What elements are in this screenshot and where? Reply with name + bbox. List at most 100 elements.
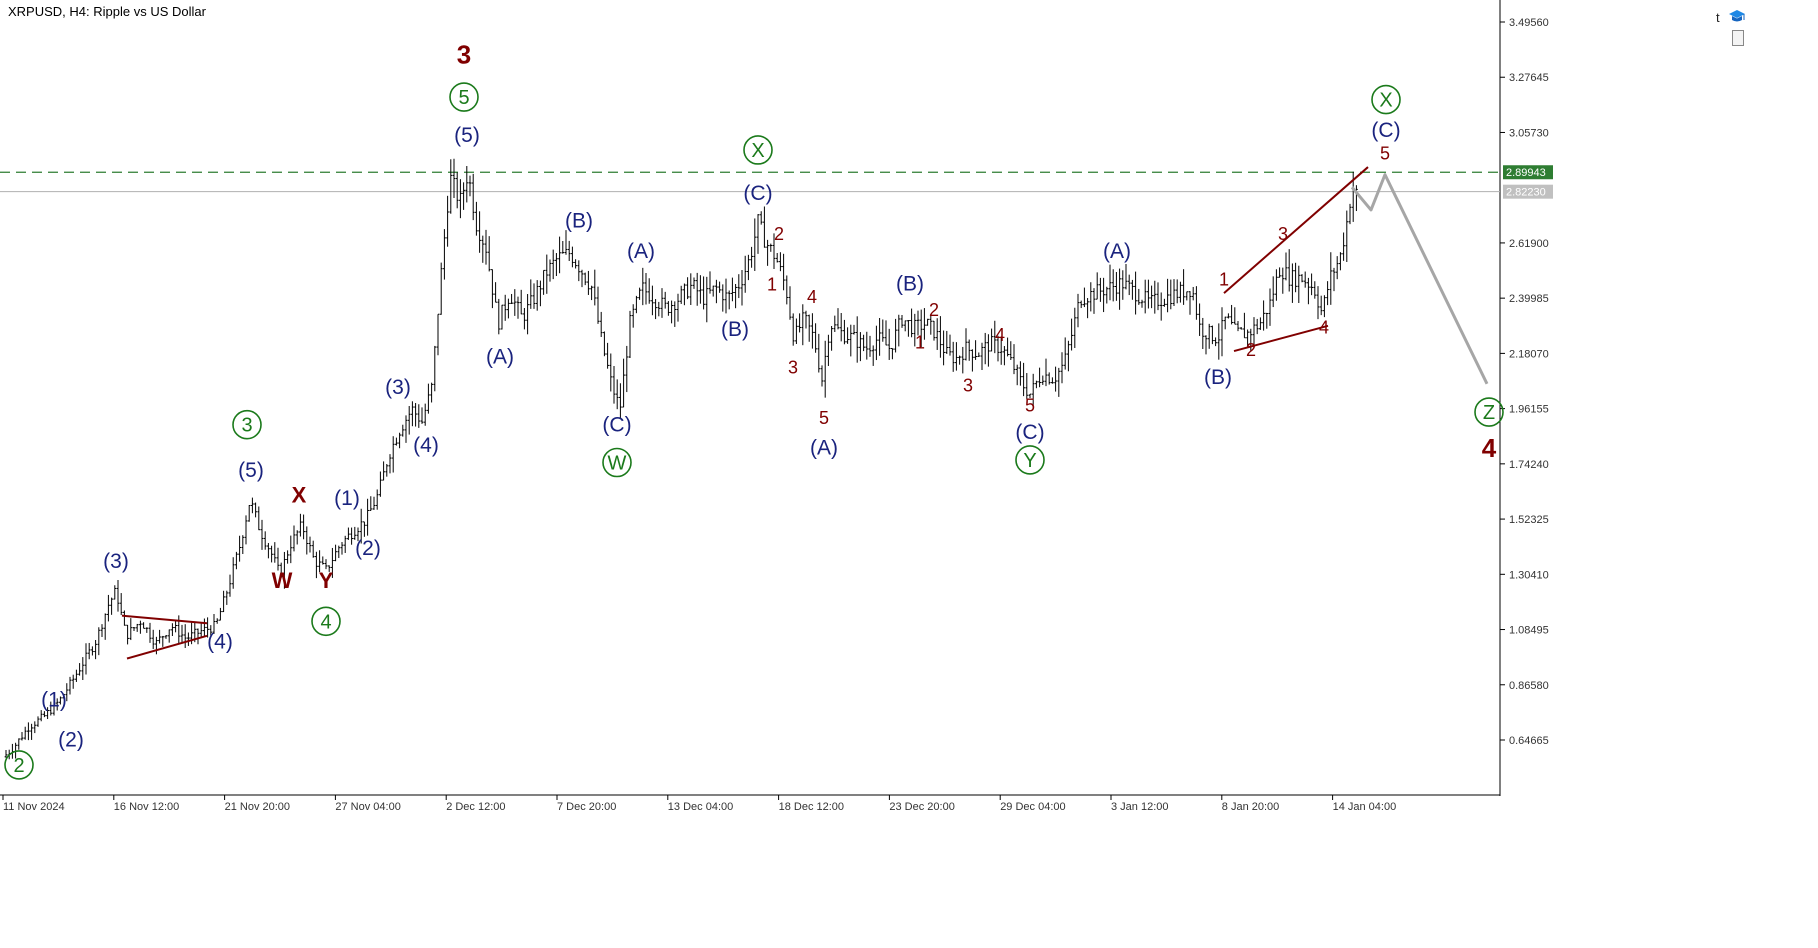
current-price-label: 2.82230 (1506, 187, 1546, 199)
y-tick-label: 1.08495 (1509, 625, 1549, 637)
wave-label: (C) (602, 414, 631, 437)
wave-label: (B) (565, 210, 593, 233)
wave-label: (2) (355, 537, 381, 560)
wave-label: (5) (238, 459, 264, 482)
x-tick-label: 11 Nov 2024 (3, 801, 65, 813)
wave-label: 4 (1482, 433, 1497, 463)
wave-label: (4) (207, 630, 233, 653)
y-tick-label: 3.05730 (1509, 127, 1549, 139)
t-icon[interactable]: t (1716, 10, 1720, 25)
wave-label: Z (1483, 402, 1495, 424)
wave-label-circle (232, 409, 262, 440)
wave-label: (2) (58, 729, 84, 752)
wave-label: (A) (627, 240, 655, 263)
wave-label: (3) (103, 550, 129, 573)
y-tick-label: 1.52325 (1509, 514, 1549, 526)
trader-hat-icon[interactable] (1728, 8, 1746, 26)
wave-label: (A) (1103, 240, 1131, 263)
y-tick-label: 0.64665 (1509, 735, 1549, 747)
wave-label: (B) (1204, 366, 1232, 389)
wave-label: X (292, 482, 307, 507)
wave-label: (1) (334, 487, 360, 510)
wave-label-circle (311, 606, 341, 637)
current-price-tag (1503, 184, 1553, 199)
y-tick-label: 2.18070 (1509, 348, 1549, 360)
wave-label: 3 (963, 375, 973, 395)
forecast-projection (1350, 173, 1489, 385)
trendline (1223, 166, 1369, 294)
wave-label: X (1379, 90, 1392, 112)
x-tick-label: 7 Dec 20:00 (557, 801, 616, 813)
chart-title: XRPUSD, H4: Ripple vs US Dollar (8, 4, 206, 19)
wave-label: 4 (807, 287, 817, 307)
wave-label: 5 (1025, 396, 1035, 416)
wave-label: 4 (995, 325, 1005, 345)
trendline (121, 614, 208, 625)
wave-label: 1 (915, 333, 925, 353)
wave-label: W (608, 452, 627, 474)
wave-label: 3 (457, 40, 471, 70)
x-tick-label: 18 Dec 12:00 (779, 801, 844, 813)
wave-label: 3 (241, 415, 252, 437)
wave-label-circle (602, 447, 632, 478)
x-tick-label: 13 Dec 04:00 (668, 801, 733, 813)
wave-label: (A) (810, 436, 838, 459)
wave-label: 2 (774, 224, 784, 244)
wave-label: (B) (721, 318, 749, 341)
wave-label: (B) (896, 273, 924, 296)
x-tick-label: 27 Nov 04:00 (335, 801, 400, 813)
y-tick-label: 0.86580 (1509, 680, 1549, 692)
wave-label: 4 (1319, 317, 1329, 337)
document-icon[interactable] (1732, 30, 1744, 46)
x-tick-label: 3 Jan 12:00 (1111, 801, 1169, 813)
wave-label: 5 (458, 87, 469, 109)
level-price-tag (1503, 165, 1553, 180)
wave-label: (1) (41, 688, 67, 711)
wave-label-circle (1371, 84, 1401, 115)
trendline (126, 634, 208, 660)
wave-label: Y (1023, 450, 1036, 472)
x-tick-label: 8 Jan 20:00 (1222, 801, 1280, 813)
trendline (1233, 324, 1329, 353)
wave-label-circle (449, 82, 479, 112)
y-tick-label: 3.49560 (1509, 17, 1549, 29)
x-tick-label: 2 Dec 12:00 (446, 801, 505, 813)
wave-label: (5) (454, 124, 480, 147)
wave-label: 4 (320, 611, 331, 633)
y-tick-label: 1.74240 (1509, 459, 1549, 471)
wave-label: W (272, 568, 293, 593)
x-tick-label: 23 Dec 20:00 (889, 801, 954, 813)
y-tick-label: 2.61900 (1509, 238, 1549, 250)
wave-label: (4) (413, 434, 439, 457)
wave-label: Y (319, 568, 334, 593)
wave-label: 1 (1219, 270, 1229, 290)
y-tick-label: 1.96155 (1509, 404, 1549, 416)
x-tick-label: 14 Jan 04:00 (1333, 801, 1397, 813)
wave-label-circle (4, 750, 34, 780)
y-tick-label: 1.30410 (1509, 569, 1549, 581)
x-tick-label: 16 Nov 12:00 (114, 801, 179, 813)
plot-background (0, 0, 1500, 795)
wave-label-circle (1474, 397, 1504, 427)
wave-label: (C) (743, 182, 772, 205)
level-price-label: 2.89943 (1506, 167, 1546, 179)
y-tick-label: 2.39985 (1509, 293, 1549, 305)
wave-label: (C) (1371, 119, 1400, 142)
wave-label: 3 (788, 358, 798, 378)
wave-label: X (751, 140, 764, 162)
wave-label-circle (743, 135, 773, 165)
wave-label: 2 (13, 755, 24, 777)
ohlc-bars (4, 158, 1358, 760)
wave-label: (3) (385, 376, 411, 399)
x-tick-label: 21 Nov 20:00 (225, 801, 290, 813)
wave-label: 3 (1278, 224, 1288, 244)
x-tick-label: 29 Dec 04:00 (1000, 801, 1065, 813)
wave-label: 5 (819, 408, 829, 428)
wave-label: (C) (1015, 421, 1044, 444)
wave-label: (A) (486, 346, 514, 369)
y-tick-label: 3.27645 (1509, 72, 1549, 84)
wave-label: 1 (767, 275, 777, 295)
wave-label: 2 (929, 300, 939, 320)
